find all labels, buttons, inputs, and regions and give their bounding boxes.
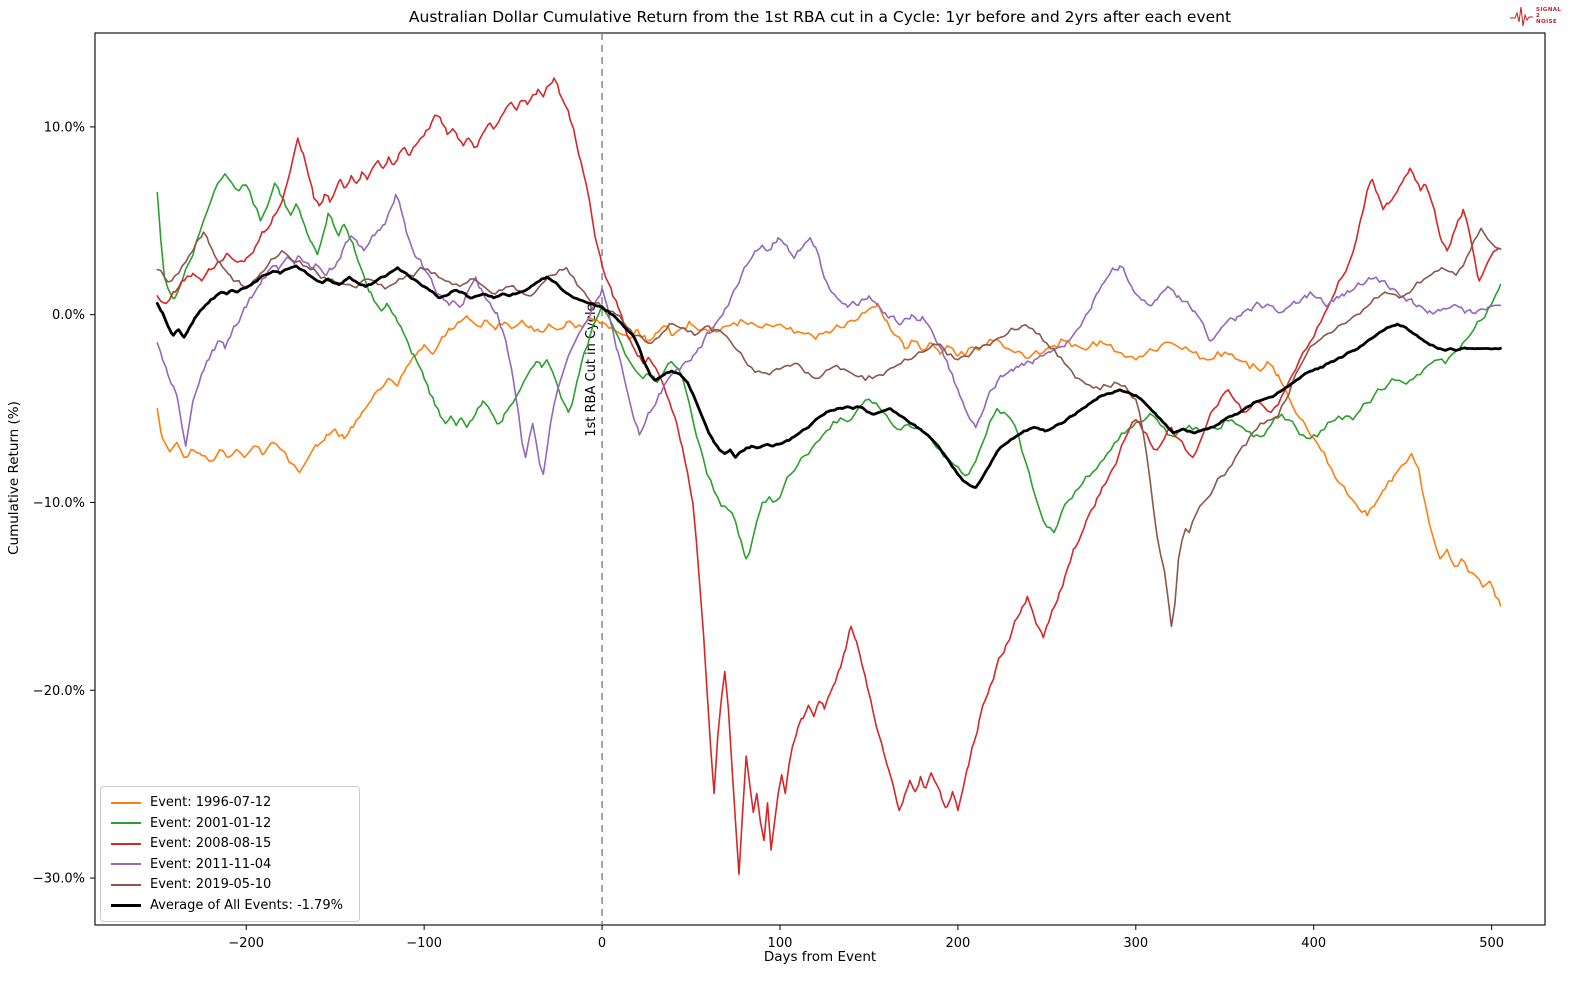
legend-line-swatch (111, 863, 141, 866)
series-line (156, 173, 1502, 560)
legend-line-swatch (111, 801, 141, 804)
event-line-label: 1st RBA Cut in Cycle (584, 303, 599, 436)
x-axis-label: Days from Event (763, 949, 877, 965)
y-tick-label: −30.0% (33, 872, 85, 887)
legend-item: Average of All Events: -1.79% (111, 898, 349, 913)
y-tick-label: −10.0% (33, 496, 85, 511)
legend-item: Event: 1996-07-12 (111, 795, 349, 810)
plot-border (94, 32, 1546, 926)
series-line (155, 264, 1502, 489)
legend-item: Event: 2019-05-10 (111, 877, 349, 892)
series-line (156, 302, 1502, 607)
series-line (156, 227, 1502, 628)
x-tick-label: 400 (1301, 936, 1326, 951)
legend-item: Event: 2008-08-15 (111, 836, 349, 851)
logo-text-line: 2 (1536, 13, 1541, 20)
legend-line-swatch (111, 903, 141, 907)
series-line (156, 193, 1502, 476)
logo-text-line: NOISE (1536, 18, 1558, 25)
legend-line-swatch (111, 883, 141, 886)
x-tick-label: −200 (228, 936, 264, 951)
legend-label: Event: 2011-11-04 (150, 856, 272, 872)
legend-label: Event: 1996-07-12 (150, 795, 272, 810)
legend-item: Event: 2001-01-12 (111, 816, 349, 831)
y-tick-label: −20.0% (33, 684, 85, 699)
y-tick-label: 0.0% (52, 308, 85, 323)
legend-label: Event: 2008-08-15 (150, 836, 272, 852)
legend-label: Average of All Events: -1.79% (150, 897, 343, 913)
legend-item: Event: 2011-11-04 (111, 857, 349, 872)
series-line (156, 77, 1502, 876)
legend-line-swatch (111, 842, 141, 845)
x-tick-label: −100 (406, 936, 442, 951)
x-tick-label: 0 (598, 936, 606, 951)
x-tick-label: 500 (1479, 936, 1504, 951)
waveform-icon (1510, 6, 1533, 27)
legend-line-swatch (111, 822, 141, 825)
y-axis-label: Cumulative Return (%) (6, 401, 22, 555)
legend: Event: 1996-07-12 Event: 2001-01-12 Event:… (100, 786, 360, 922)
chart-title: Australian Dollar Cumulative Return from… (408, 8, 1232, 26)
legend-label: Event: 2019-05-10 (150, 877, 272, 893)
legend-label: Event: 2001-01-12 (150, 815, 272, 831)
x-tick-label: 200 (945, 936, 970, 951)
x-tick-label: 300 (1123, 936, 1148, 951)
signal2noise-logo: SIGNAL 2 NOISE (1510, 4, 1561, 30)
logo-text: SIGNAL 2 NOISE (1536, 8, 1561, 25)
x-tick-label: 100 (768, 936, 793, 951)
logo-text-line: SIGNAL (1536, 7, 1562, 14)
y-tick-label: 10.0% (44, 120, 85, 135)
